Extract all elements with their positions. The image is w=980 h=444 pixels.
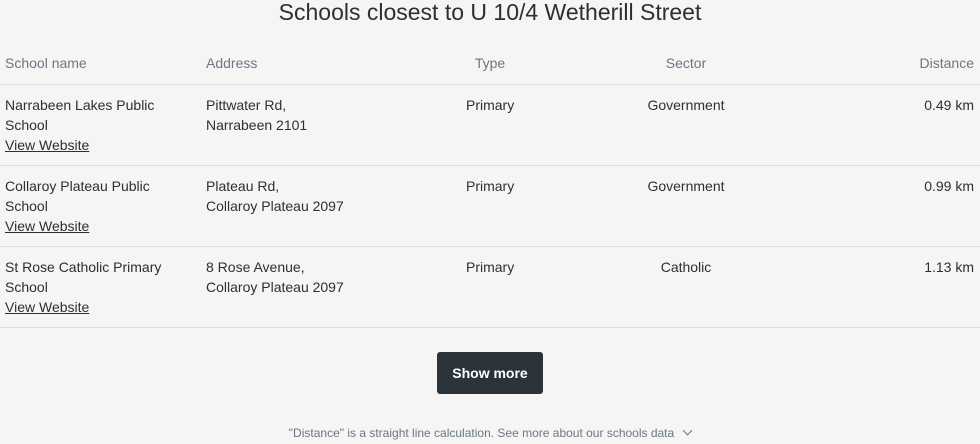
school-type: Primary (466, 97, 515, 113)
school-name: St Rose Catholic Primary School (5, 259, 162, 295)
school-distance: 0.49 km (924, 97, 974, 113)
header-school-name: School name (5, 55, 87, 71)
school-name: Collaroy Plateau Public School (5, 178, 150, 214)
header-type: Type (474, 55, 506, 71)
school-sector: Catholic (660, 259, 712, 275)
school-name: Narrabeen Lakes Public School (5, 97, 155, 133)
address-line-2: Narrabeen 2101 (206, 117, 308, 133)
header-address: Address (206, 55, 258, 71)
header-sector: Sector (665, 55, 707, 71)
table-row: Narrabeen Lakes Public School View Websi… (0, 85, 980, 166)
school-address: 8 Rose Avenue, Collaroy Plateau 2097 (206, 257, 406, 297)
school-sector: Government (647, 178, 725, 194)
view-website-link[interactable]: View Website (5, 137, 90, 153)
table-header: School name Address Type Sector Distance (0, 52, 980, 85)
address-line-1: 8 Rose Avenue, (206, 259, 305, 275)
schools-table: School name Address Type Sector Distance… (0, 52, 980, 328)
school-type: Primary (466, 178, 515, 194)
address-line-2: Collaroy Plateau 2097 (206, 279, 344, 295)
table-row: Collaroy Plateau Public School View Webs… (0, 166, 980, 247)
address-line-1: Plateau Rd, (206, 178, 280, 194)
show-more-button[interactable]: Show more (437, 352, 543, 394)
school-distance: 1.13 km (924, 259, 974, 275)
view-website-link[interactable]: View Website (5, 218, 90, 234)
table-row: St Rose Catholic Primary School View Web… (0, 247, 980, 328)
header-distance: Distance (919, 55, 974, 71)
school-sector: Government (647, 97, 725, 113)
school-distance: 0.99 km (924, 178, 974, 194)
distance-footnote[interactable]: "Distance" is a straight line calculatio… (0, 425, 980, 440)
school-address: Pittwater Rd, Narrabeen 2101 (206, 95, 406, 135)
view-website-link[interactable]: View Website (5, 299, 90, 315)
address-line-1: Pittwater Rd, (206, 97, 287, 113)
footnote-text: "Distance" is a straight line calculatio… (288, 426, 675, 440)
chevron-down-icon[interactable] (682, 425, 693, 436)
school-type: Primary (466, 259, 515, 275)
address-line-2: Collaroy Plateau 2097 (206, 198, 344, 214)
page-title: Schools closest to U 10/4 Wetherill Stre… (278, 0, 702, 25)
school-address: Plateau Rd, Collaroy Plateau 2097 (206, 176, 406, 216)
